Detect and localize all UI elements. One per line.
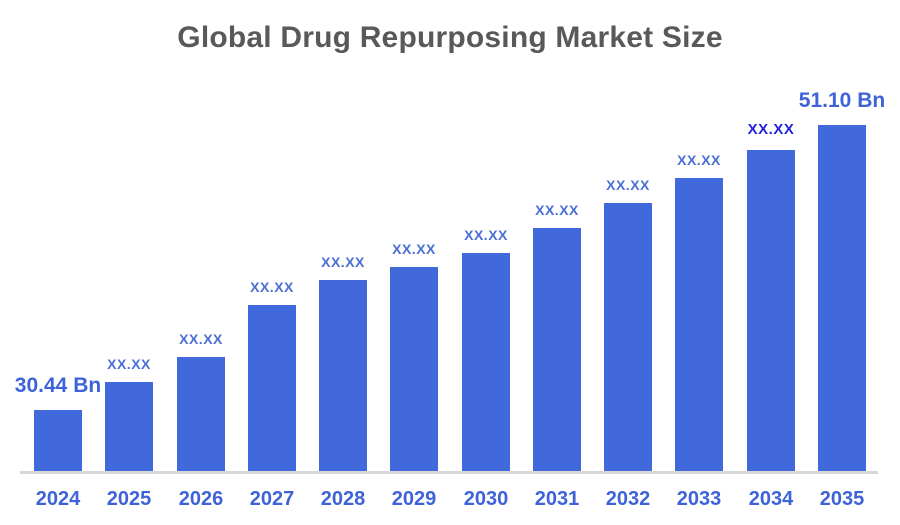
x-axis-tick-2026: 2026 <box>178 488 224 510</box>
bar-2027 <box>248 305 296 471</box>
bar-value-label-2029: XX.XX <box>392 241 436 257</box>
x-axis-tick-2034: 2034 <box>748 488 794 510</box>
bar-2032 <box>604 203 652 471</box>
bar-2024 <box>34 410 82 471</box>
bar-value-label-2024: 30.44 Bn <box>14 374 102 397</box>
bar-value-label-2033: XX.XX <box>677 152 721 168</box>
bar-2029 <box>390 267 438 471</box>
bar-2028 <box>319 280 367 471</box>
x-axis-tick-2027: 2027 <box>249 488 295 510</box>
bar-2034 <box>747 150 795 471</box>
bar-value-label-2027: XX.XX <box>250 279 294 295</box>
bar-value-label-2025: XX.XX <box>107 356 151 372</box>
x-axis-tick-2031: 2031 <box>534 488 580 510</box>
bar-value-label-2035: 51.10 Bn <box>798 89 886 112</box>
bar-value-label-2026: XX.XX <box>179 331 223 347</box>
bar-value-label-2030: XX.XX <box>464 227 508 243</box>
x-axis-tick-2035: 2035 <box>819 488 865 510</box>
bar-2025 <box>105 382 153 471</box>
bar-value-label-2028: XX.XX <box>321 254 365 270</box>
x-axis-tick-2033: 2033 <box>676 488 722 510</box>
bar-value-label-2034: XX.XX <box>747 121 795 138</box>
bar-2031 <box>533 228 581 471</box>
bar-2030 <box>462 253 510 471</box>
x-axis-line <box>20 471 878 474</box>
bar-value-label-2031: XX.XX <box>535 202 579 218</box>
x-axis-tick-2030: 2030 <box>463 488 509 510</box>
bar-2033 <box>675 178 723 471</box>
x-axis-tick-2028: 2028 <box>320 488 366 510</box>
bar-value-label-2032: XX.XX <box>606 177 650 193</box>
bar-2026 <box>177 357 225 471</box>
x-axis-tick-2025: 2025 <box>106 488 152 510</box>
x-axis-tick-2032: 2032 <box>605 488 651 510</box>
x-axis-tick-2024: 2024 <box>35 488 81 510</box>
x-axis-tick-2029: 2029 <box>391 488 437 510</box>
bar-2035 <box>818 125 866 471</box>
chart-title: Global Drug Repurposing Market Size <box>177 21 723 54</box>
